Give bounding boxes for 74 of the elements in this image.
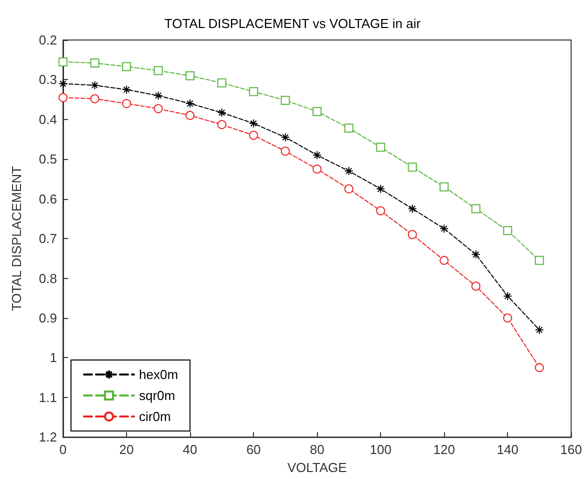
point xyxy=(408,204,417,214)
point xyxy=(503,313,512,322)
point xyxy=(503,292,512,301)
point xyxy=(90,58,100,68)
point xyxy=(249,87,258,96)
point xyxy=(122,99,132,108)
x-tick-label: 0 xyxy=(59,442,67,458)
legend-label: sqr0m xyxy=(139,388,176,403)
point xyxy=(503,226,512,236)
point xyxy=(154,91,163,100)
point xyxy=(249,130,258,140)
point xyxy=(312,164,322,174)
point xyxy=(376,206,386,216)
y-tick-label: 0.9 xyxy=(38,310,57,326)
point xyxy=(440,224,449,234)
point xyxy=(471,282,480,291)
point xyxy=(186,99,195,108)
point xyxy=(58,93,68,102)
point xyxy=(217,108,226,118)
y-tick-label: 1 xyxy=(50,350,57,366)
point xyxy=(249,118,258,128)
point xyxy=(344,124,354,133)
y-tick-label: 0.5 xyxy=(38,152,57,167)
point xyxy=(90,94,100,104)
y-tick-label: 0.3 xyxy=(38,72,57,88)
point xyxy=(58,57,68,66)
point xyxy=(440,256,449,265)
point xyxy=(90,80,100,90)
point xyxy=(408,162,417,172)
y-tick-label: 0.4 xyxy=(38,112,57,127)
x-tick-label: 60 xyxy=(246,442,261,458)
legend-label: cir0m xyxy=(139,409,171,424)
point xyxy=(217,78,226,88)
y-tick-label: 0.8 xyxy=(38,270,57,286)
chart-title: TOTAL DISPLACEMENT vs VOLTAGE in air xyxy=(164,16,422,31)
point xyxy=(344,166,354,176)
x-tick-label: 140 xyxy=(496,442,518,458)
x-axis-title: VOLTAGE xyxy=(287,460,348,475)
point xyxy=(122,85,132,94)
y-tick-label: 0.2 xyxy=(38,32,57,48)
point xyxy=(534,363,544,372)
point xyxy=(408,230,417,240)
y-tick-label: 0.6 xyxy=(38,191,57,206)
point xyxy=(312,150,322,160)
x-tick-label: 20 xyxy=(119,442,134,458)
point xyxy=(471,250,480,259)
legend-label: hex0m xyxy=(139,367,178,382)
point xyxy=(344,184,354,194)
x-tick-label: 160 xyxy=(560,442,582,458)
point xyxy=(122,62,132,72)
point xyxy=(471,204,480,214)
y-tick-label: 1.2 xyxy=(38,430,57,445)
point xyxy=(58,79,68,88)
point xyxy=(280,96,290,105)
x-tick-label: 80 xyxy=(310,442,324,458)
point xyxy=(154,104,163,114)
point xyxy=(440,182,449,192)
y-tick-label: 1.1 xyxy=(38,390,57,405)
point xyxy=(280,146,290,156)
point xyxy=(376,142,386,152)
x-tick-label: 120 xyxy=(433,442,455,458)
y-tick-label: 0.7 xyxy=(38,231,57,246)
point xyxy=(280,132,290,142)
point xyxy=(154,66,163,76)
point xyxy=(217,120,226,130)
y-axis-title: TOTAL DISPLACEMENT xyxy=(9,166,24,312)
point xyxy=(534,256,544,265)
x-tick-label: 100 xyxy=(370,442,392,458)
point xyxy=(534,325,544,334)
point xyxy=(312,106,322,116)
x-tick-label: 40 xyxy=(182,442,198,458)
point xyxy=(376,184,386,194)
point xyxy=(186,71,195,80)
point xyxy=(186,110,195,120)
